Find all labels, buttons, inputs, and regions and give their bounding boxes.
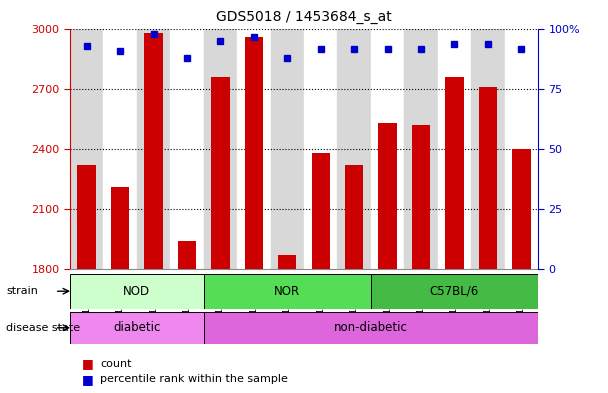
Bar bbox=[103, 29, 137, 269]
Bar bbox=[278, 255, 297, 269]
Bar bbox=[512, 149, 531, 269]
Text: ■: ■ bbox=[82, 373, 94, 386]
Bar bbox=[77, 165, 96, 269]
Bar bbox=[471, 29, 505, 269]
Bar bbox=[204, 274, 371, 309]
Bar bbox=[438, 29, 471, 269]
Text: NOD: NOD bbox=[123, 285, 150, 298]
Text: NOR: NOR bbox=[274, 285, 300, 298]
Bar bbox=[204, 312, 538, 344]
Text: percentile rank within the sample: percentile rank within the sample bbox=[100, 374, 288, 384]
Bar bbox=[345, 165, 364, 269]
Bar bbox=[170, 29, 204, 269]
Bar bbox=[204, 29, 237, 269]
Bar bbox=[137, 29, 170, 269]
Text: count: count bbox=[100, 358, 132, 369]
Bar bbox=[237, 29, 271, 269]
Bar bbox=[144, 33, 163, 269]
Text: diabetic: diabetic bbox=[113, 321, 161, 334]
Bar bbox=[337, 29, 371, 269]
Text: ■: ■ bbox=[82, 357, 94, 370]
Bar bbox=[70, 312, 204, 344]
Text: GDS5018 / 1453684_s_at: GDS5018 / 1453684_s_at bbox=[216, 10, 392, 24]
Bar bbox=[412, 125, 430, 269]
Bar bbox=[404, 29, 438, 269]
Bar bbox=[505, 29, 538, 269]
Bar bbox=[304, 29, 337, 269]
Bar bbox=[70, 274, 204, 309]
Bar bbox=[478, 87, 497, 269]
Bar bbox=[371, 29, 404, 269]
Bar bbox=[70, 29, 103, 269]
Text: disease state: disease state bbox=[6, 323, 80, 333]
Bar bbox=[111, 187, 130, 269]
Bar bbox=[311, 153, 330, 269]
Text: non-diabetic: non-diabetic bbox=[334, 321, 408, 334]
Text: strain: strain bbox=[6, 286, 38, 296]
Text: C57BL/6: C57BL/6 bbox=[430, 285, 479, 298]
Bar bbox=[371, 274, 538, 309]
Bar bbox=[178, 241, 196, 269]
Bar bbox=[378, 123, 397, 269]
Bar bbox=[244, 37, 263, 269]
Bar bbox=[445, 77, 464, 269]
Bar bbox=[271, 29, 304, 269]
Bar bbox=[211, 77, 230, 269]
